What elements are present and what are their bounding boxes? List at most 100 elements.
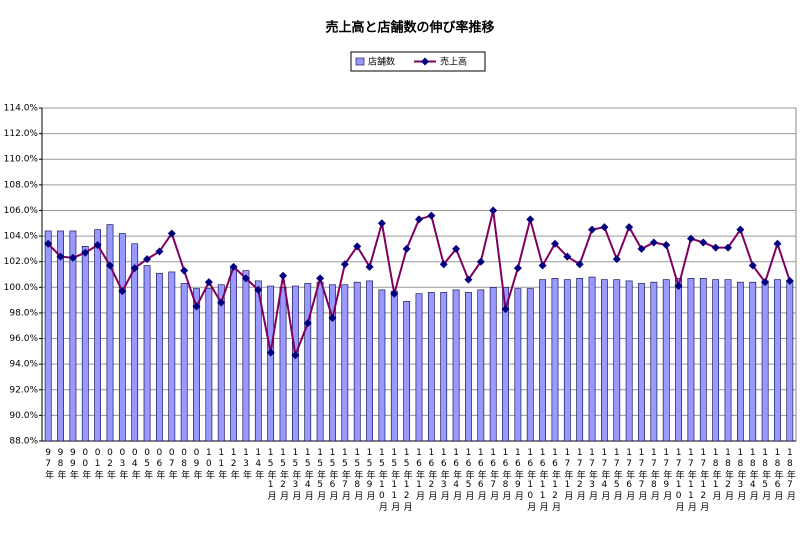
x-tick-label: 15年5月 [315, 448, 326, 501]
x-tick-label: 17年2月 [575, 448, 586, 501]
bar [786, 280, 794, 442]
marker [649, 238, 658, 247]
bar [576, 278, 584, 442]
bar [69, 230, 77, 442]
bar [205, 288, 213, 442]
bar [477, 289, 485, 442]
x-tick-label: 15年6月 [327, 448, 338, 501]
x-tick-label: 05年 [142, 448, 153, 480]
marker [415, 215, 423, 224]
marker [588, 225, 597, 234]
marker [674, 282, 683, 291]
marker [724, 243, 733, 252]
marker [761, 278, 770, 287]
bar [502, 287, 509, 442]
marker [93, 241, 102, 250]
x-tick-label: 17年1月 [562, 448, 573, 501]
y-tick-label: 96.0% [9, 334, 38, 344]
x-tick-label: 16年12月 [550, 448, 561, 512]
bar [94, 229, 102, 442]
x-tick-label: 16年7月 [488, 448, 499, 501]
y-tick-label: 100.0% [4, 283, 39, 293]
bar [106, 224, 114, 442]
marker [513, 264, 522, 273]
bar [316, 281, 324, 442]
x-tick-label: 17年6月 [624, 448, 635, 501]
y-tick-label: 104.0% [4, 232, 39, 242]
marker [600, 223, 609, 232]
x-tick-label: 06年 [154, 448, 165, 480]
bar [180, 283, 188, 442]
marker [476, 257, 485, 266]
bar [736, 281, 744, 442]
bar [168, 271, 176, 442]
y-tick-label: 112.0% [4, 129, 39, 139]
bar [601, 279, 608, 442]
bar [378, 289, 386, 442]
bar [539, 279, 546, 442]
marker [241, 274, 250, 283]
x-tick-label: 18年5月 [760, 448, 771, 501]
marker [662, 241, 671, 250]
marker [254, 285, 263, 294]
bar [489, 287, 497, 442]
bar [329, 284, 336, 442]
x-tick-label: 12年 [229, 448, 240, 480]
x-tick-label: 16年5月 [463, 448, 474, 501]
marker [204, 278, 213, 287]
marker [303, 319, 312, 328]
x-tick-label: 15年9月 [365, 448, 376, 501]
bar [242, 270, 250, 442]
bar [526, 288, 534, 442]
bar [390, 290, 398, 442]
y-tick-label: 108.0% [4, 180, 39, 190]
bar [650, 281, 658, 442]
y-tick-label: 88.0% [9, 437, 38, 447]
legend-swatch [355, 57, 365, 66]
bar [118, 233, 126, 442]
bar [81, 246, 89, 442]
y-tick-label: 106.0% [4, 206, 39, 216]
bar [415, 293, 423, 442]
x-tick-label: 97年 [43, 448, 54, 480]
marker [266, 348, 275, 357]
marker [365, 262, 374, 271]
x-tick-label: 98年 [56, 448, 67, 480]
x-tick-label: 15年4月 [303, 448, 314, 501]
bar [353, 281, 361, 442]
x-tick-label: 17年3月 [587, 448, 598, 501]
bar [699, 278, 707, 442]
bar [588, 276, 596, 442]
marker [81, 248, 90, 257]
bar [292, 285, 299, 442]
marker [637, 244, 646, 253]
marker [229, 262, 238, 271]
x-tick-label: 16年4月 [451, 448, 462, 501]
marker [686, 234, 695, 243]
y-tick-label: 92.0% [9, 385, 38, 395]
marker [167, 229, 176, 238]
marker [316, 274, 325, 283]
x-tick-label: 13年 [241, 448, 252, 480]
bar [341, 284, 349, 442]
bar [514, 288, 522, 442]
x-tick-label: 15年7月 [340, 448, 351, 501]
bar [724, 279, 732, 442]
y-tick-label: 98.0% [9, 308, 38, 318]
x-tick-label: 99年 [68, 448, 79, 480]
x-tick-label: 15年8月 [352, 448, 363, 501]
marker [180, 266, 189, 275]
x-tick-label: 18年2月 [723, 448, 734, 501]
x-tick-label: 18年7月 [785, 448, 796, 501]
bar [230, 267, 237, 442]
x-tick-label: 08年 [179, 448, 190, 480]
marker [625, 223, 634, 232]
marker [143, 255, 152, 264]
marker [439, 260, 448, 269]
bar [761, 280, 769, 442]
x-tick-label: 15年3月 [290, 448, 301, 501]
x-tick-label: 18年6月 [772, 448, 783, 501]
bar [403, 301, 411, 442]
marker [377, 219, 386, 228]
marker [773, 239, 782, 248]
